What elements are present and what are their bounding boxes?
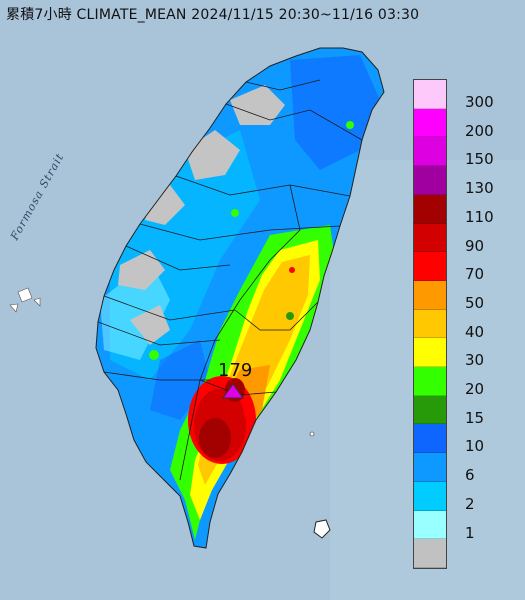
legend-label: 130	[465, 179, 494, 198]
legend-swatch	[414, 338, 446, 368]
peak-value: 179	[218, 360, 253, 381]
legend-swatch	[414, 280, 446, 310]
legend-label: 110	[465, 207, 494, 226]
legend-swatch	[414, 137, 446, 167]
legend-label: 2	[465, 494, 475, 513]
legend-swatch	[414, 223, 446, 253]
green-island	[309, 431, 315, 437]
legend-swatch	[414, 539, 446, 568]
legend-label: 200	[465, 121, 494, 140]
legend-label: 15	[465, 408, 485, 427]
orchid-island	[313, 519, 331, 539]
legend-swatch	[414, 309, 446, 339]
legend-swatch	[414, 80, 446, 109]
legend-swatch	[414, 194, 446, 224]
peak-marker-icon	[222, 383, 244, 399]
map-title: 累積7小時 CLIMATE_MEAN 2024/11/15 20:30~11/1…	[6, 7, 420, 23]
legend-label: 70	[465, 265, 485, 284]
legend-colorbar	[413, 79, 447, 569]
legend-label: 50	[465, 293, 485, 312]
legend-swatch	[414, 252, 446, 281]
legend-swatch	[414, 395, 446, 425]
legend-label: 30	[465, 351, 485, 370]
legend-swatch	[414, 510, 446, 540]
penghu-islands	[9, 287, 41, 313]
legend-swatch	[414, 367, 446, 396]
legend-swatch	[414, 453, 446, 482]
legend-label: 150	[465, 150, 494, 169]
legend-label: 40	[465, 322, 485, 341]
legend-swatch	[414, 424, 446, 454]
legend-swatch	[414, 481, 446, 511]
legend-swatch	[414, 108, 446, 138]
legend-label: 300	[465, 93, 494, 111]
legend-label: 20	[465, 380, 485, 399]
legend-label: 6	[465, 466, 475, 485]
legend-label: 1	[465, 523, 475, 542]
legend-label: 90	[465, 236, 485, 255]
legend-label: 10	[465, 437, 485, 456]
legend-swatch	[414, 166, 446, 195]
island-outline	[95, 47, 385, 549]
